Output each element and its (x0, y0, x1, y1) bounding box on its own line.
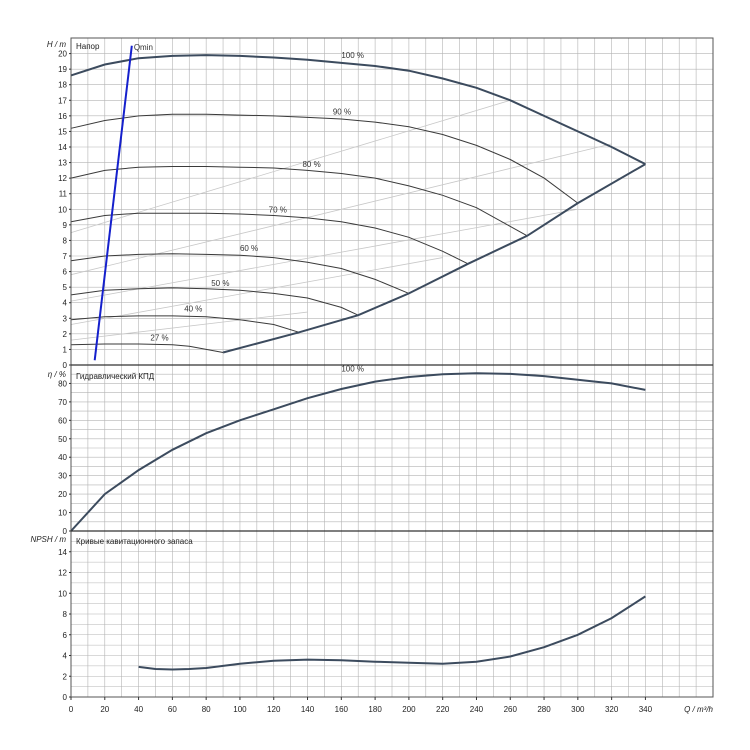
head-y-tick: 16 (58, 112, 67, 121)
head-y-tick: 17 (58, 96, 67, 105)
efficiency-y-tick: 10 (58, 509, 67, 518)
head-y-tick: 1 (63, 345, 68, 354)
efficiency-y-tick: 0 (63, 527, 68, 536)
efficiency-y-tick: 50 (58, 435, 67, 444)
x-tick-label: 20 (100, 705, 109, 714)
head-y-tick: 13 (58, 159, 67, 168)
speed-label: 90 % (333, 108, 351, 117)
efficiency-axis-label: η / % (48, 370, 66, 379)
speed-label: 40 % (184, 305, 202, 314)
curves-layer: 100 % 90 % 80 % 70 % 60 % 50 % 40 % 27 % Qmin 100… (70, 43, 646, 671)
head-curve-60 (70, 253, 410, 294)
head-y-tick: 7 (63, 252, 68, 261)
x-tick-label: 180 (368, 705, 382, 714)
x-tick-label: 300 (571, 705, 585, 714)
efficiency-panel-title: Гидравлический КПД (76, 372, 155, 381)
head-y-tick: 0 (63, 361, 68, 370)
npsh-curve (138, 595, 646, 671)
head-y-tick: 18 (58, 81, 67, 90)
head-curve-90 (70, 113, 579, 204)
npsh-y-tick: 12 (58, 569, 67, 578)
frame-layer (70, 37, 714, 698)
head-y-tick: 5 (63, 283, 68, 292)
head-y-tick: 6 (63, 268, 68, 277)
x-tick-label: 60 (168, 705, 177, 714)
head-y-tick: 4 (63, 299, 68, 308)
x-tick-label: 200 (402, 705, 416, 714)
npsh-y-tick: 14 (58, 548, 67, 557)
efficiency-curve (70, 372, 646, 532)
efficiency-isoline (70, 257, 443, 325)
x-tick-label: 40 (134, 705, 143, 714)
head-y-tick: 15 (58, 127, 67, 136)
head-y-tick: 3 (63, 314, 68, 323)
efficiency-isoline (70, 208, 578, 302)
head-y-tick: 14 (58, 143, 67, 152)
efficiency-y-tick: 80 (58, 379, 67, 388)
qmin-line (93, 45, 133, 361)
head-y-tick: 8 (63, 236, 68, 245)
x-tick-label: 220 (436, 705, 450, 714)
x-tick-label: 160 (335, 705, 349, 714)
efficiency-isoline (70, 311, 308, 341)
npsh-y-tick: 8 (63, 610, 68, 619)
speed-label: 60 % (240, 244, 258, 253)
npsh-y-tick: 6 (63, 631, 68, 640)
npsh-axis-label: NPSH / m (30, 535, 66, 544)
head-curve-50 (70, 287, 359, 316)
x-tick-label: 240 (470, 705, 484, 714)
head-y-tick: 9 (63, 221, 68, 230)
head-panel-title: Напор (76, 42, 100, 51)
chart-frame (70, 37, 714, 698)
head-curve-40 (70, 315, 300, 333)
x-axis-label: Q / m³/h (684, 705, 713, 714)
head-y-tick: 10 (58, 205, 67, 214)
head-y-tick: 11 (59, 190, 68, 199)
x-tick-label: 140 (301, 705, 315, 714)
npsh-y-tick: 2 (63, 672, 68, 681)
x-tick-label: 120 (267, 705, 281, 714)
npsh-y-tick: 4 (63, 652, 68, 661)
head-curve-80 (70, 166, 528, 237)
x-tick-label: 100 (233, 705, 247, 714)
efficiency-curve-label: 100 % (341, 364, 364, 373)
head-curve-70 (70, 212, 469, 265)
x-tick-label: 0 (69, 705, 74, 714)
speed-label: 27 % (150, 333, 168, 342)
x-tick-label: 320 (605, 705, 619, 714)
speed-label: 70 % (269, 206, 287, 215)
npsh-y-tick: 10 (58, 589, 67, 598)
x-tick-label: 280 (537, 705, 551, 714)
operating-limit-curve (222, 163, 646, 354)
npsh-panel-title: Кривые кавитационного запаса (76, 537, 193, 546)
head-axis-label: H / m (47, 40, 66, 49)
head-curve-27 (70, 343, 224, 353)
speed-label: 100 % (341, 51, 364, 60)
npsh-y-tick: 0 (63, 693, 68, 702)
qmin-label: Qmin (134, 43, 153, 52)
efficiency-y-tick: 30 (58, 472, 67, 481)
x-tick-label: 260 (504, 705, 518, 714)
head-y-tick: 19 (58, 65, 67, 74)
head-y-tick: 20 (58, 50, 67, 59)
tick-labels-layer: 0123456789101112131415161718192001020304… (58, 50, 653, 714)
efficiency-y-tick: 70 (58, 398, 67, 407)
efficiency-y-tick: 40 (58, 453, 67, 462)
efficiency-isolines (70, 99, 612, 341)
text-layer: H / m Напор η / % Гидравлический КПД NPS… (30, 40, 713, 714)
x-tick-label: 340 (639, 705, 653, 714)
x-tick-label: 80 (202, 705, 211, 714)
head-curve-100 (70, 54, 646, 165)
speed-label: 50 % (211, 279, 229, 288)
efficiency-y-tick: 20 (58, 490, 67, 499)
speed-label: 80 % (302, 160, 320, 169)
head-y-tick: 12 (58, 174, 67, 183)
head-y-tick: 2 (63, 330, 68, 339)
efficiency-isoline (70, 99, 511, 234)
efficiency-y-tick: 60 (58, 416, 67, 425)
